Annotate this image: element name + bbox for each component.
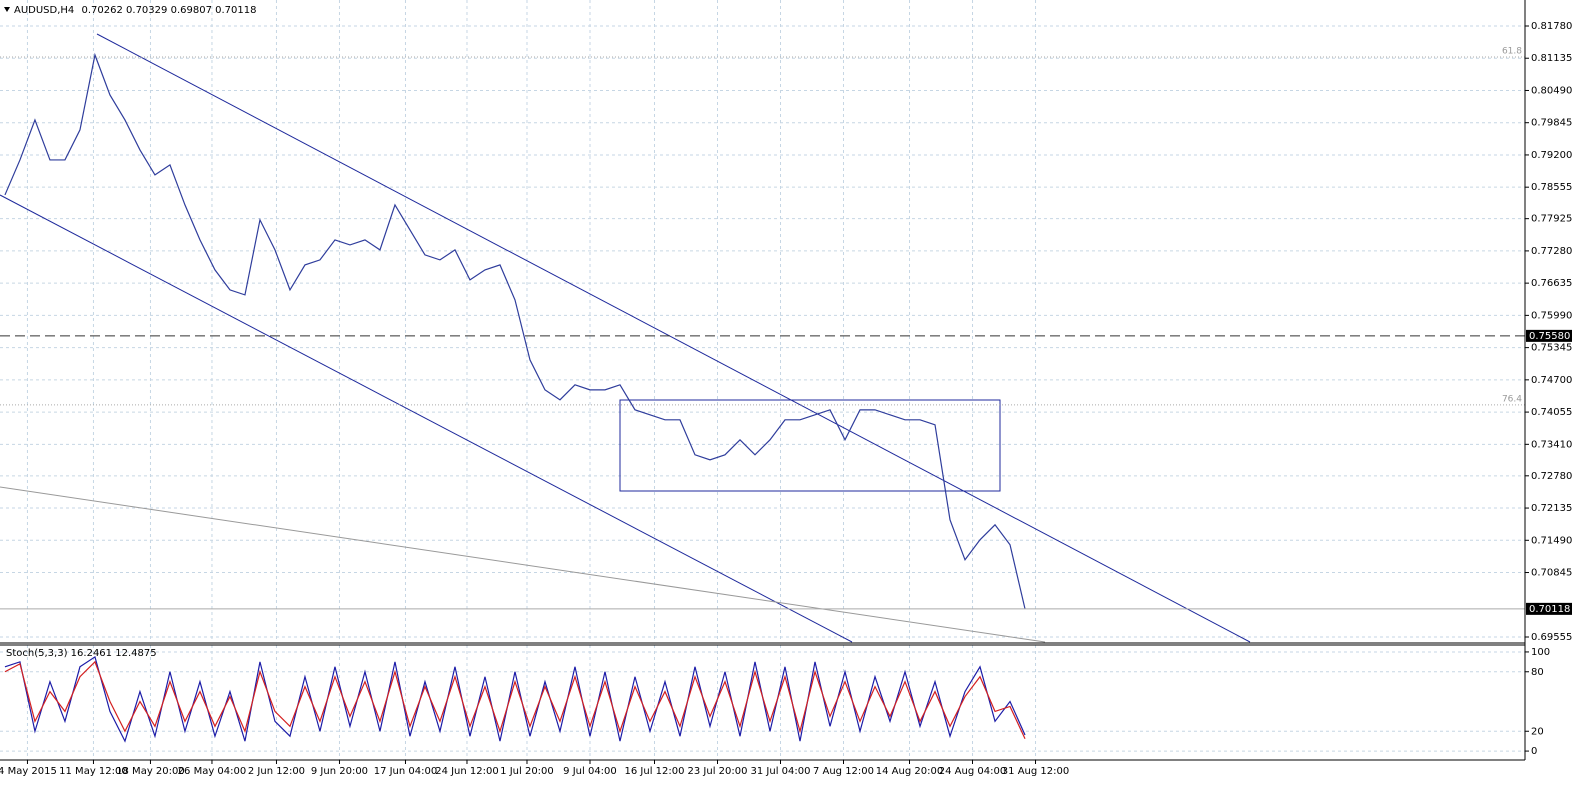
price-label: 0.70118 xyxy=(1529,604,1570,615)
y-tick-label: 0.80490 xyxy=(1531,85,1572,96)
y-tick-label: 0.72135 xyxy=(1531,503,1572,514)
x-tick-label: 14 Aug 20:00 xyxy=(876,766,943,777)
y-tick-label: 100 xyxy=(1531,647,1550,658)
x-tick-label: 2 Jun 12:00 xyxy=(248,766,305,777)
d-value: 12.4875 xyxy=(115,648,156,659)
stoch-header: Stoch(5,3,3) 16.2461 12.4875 xyxy=(6,648,157,659)
y-tick-label: 0.77280 xyxy=(1531,246,1572,257)
channel-lower xyxy=(0,194,853,643)
x-tick-label: 23 Jul 20:00 xyxy=(688,766,748,777)
y-tick-label: 0.81780 xyxy=(1531,21,1572,32)
x-tick-label: 7 Aug 12:00 xyxy=(813,766,874,777)
y-tick-label: 0.69555 xyxy=(1531,632,1572,643)
high: 0.70329 xyxy=(126,5,167,16)
x-tick-label: 24 Jun 12:00 xyxy=(435,766,499,777)
header-icon xyxy=(4,7,10,12)
y-tick-label: 0.72780 xyxy=(1531,471,1572,482)
y-tick-label: 0.75990 xyxy=(1531,310,1572,321)
low: 0.69807 xyxy=(171,5,212,16)
y-tick-label: 0.79845 xyxy=(1531,118,1572,129)
x-tick-label: 11 May 12:00 xyxy=(59,766,128,777)
y-tick-label: 0.77925 xyxy=(1531,214,1572,225)
trend-line xyxy=(0,486,1046,643)
grid xyxy=(0,0,1525,760)
y-tick-label: 0.81135 xyxy=(1531,53,1572,64)
x-tick-label: 1 Jul 20:00 xyxy=(500,766,554,777)
series-line xyxy=(4,660,1026,739)
y-tick-label: 80 xyxy=(1531,667,1544,678)
series-line xyxy=(4,52,1026,609)
close: 0.70118 xyxy=(215,5,256,16)
x-tick-label: 31 Jul 04:00 xyxy=(751,766,811,777)
fib-label: 76.4 xyxy=(1502,394,1522,404)
marks xyxy=(0,52,1525,743)
x-tick-label: 31 Aug 12:00 xyxy=(1002,766,1069,777)
y-tick-label: 0.76635 xyxy=(1531,278,1572,289)
series-line xyxy=(4,655,1026,743)
y-tick-label: 0.73410 xyxy=(1531,439,1572,450)
y-tick-label: 0.71490 xyxy=(1531,535,1572,546)
x-tick-label: 26 May 04:00 xyxy=(178,766,247,777)
header: AUDUSD,H4 0.70262 0.70329 0.69807 0.7011… xyxy=(14,5,256,16)
x-tick-label: 16 Jul 12:00 xyxy=(625,766,685,777)
level-label: 0.75580 xyxy=(1529,331,1570,342)
symbol: AUDUSD,H4 xyxy=(14,5,74,16)
x-tick-label: 17 Jun 04:00 xyxy=(374,766,438,777)
y-tick-label: 0.70845 xyxy=(1531,568,1572,579)
x-tick-label: 9 Jun 20:00 xyxy=(311,766,368,777)
level-label-box xyxy=(1526,329,1572,342)
y-tick-label: 0.74700 xyxy=(1531,375,1572,386)
open: 0.70262 xyxy=(81,5,122,16)
range-box xyxy=(619,399,1001,492)
x-tick-label: 18 May 20:00 xyxy=(116,766,185,777)
y-tick-label: 0.78555 xyxy=(1531,182,1572,193)
y-tick-label: 0.79200 xyxy=(1531,150,1572,161)
channel-upper xyxy=(96,33,1251,643)
indicator-name: Stoch(5,3,3) xyxy=(6,648,68,659)
fib-label: 61.8 xyxy=(1502,46,1522,56)
k-value: 16.2461 xyxy=(71,648,112,659)
y-tick-label: 0.75345 xyxy=(1531,343,1572,354)
x-tick-label: 9 Jul 04:00 xyxy=(563,766,617,777)
y-tick-label: 20 xyxy=(1531,726,1544,737)
price-label-box xyxy=(1526,602,1572,615)
x-tick-label: 24 Aug 04:00 xyxy=(939,766,1006,777)
y-tick-label: 0 xyxy=(1531,746,1537,757)
x-tick-label: 4 May 2015 xyxy=(0,766,57,777)
y-tick-label: 0.74055 xyxy=(1531,407,1572,418)
